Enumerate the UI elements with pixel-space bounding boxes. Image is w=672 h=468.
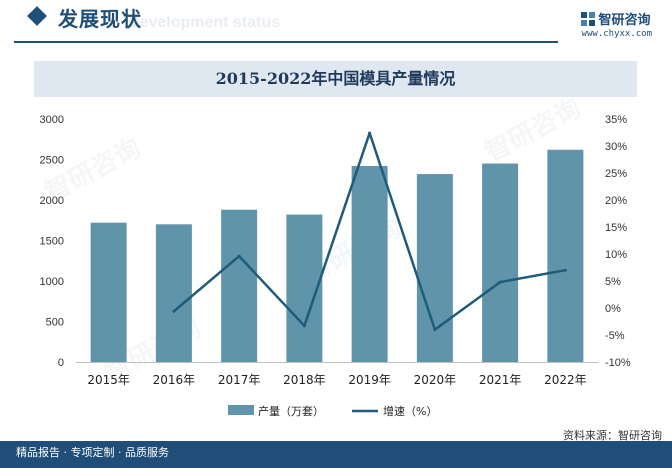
line-point bbox=[368, 131, 372, 135]
y-right-tick-label: -5% bbox=[605, 330, 625, 342]
x-tick-label: 2016年 bbox=[153, 373, 196, 387]
header: Development status 发展现状 智研咨询 www.chyxx.c… bbox=[0, 0, 672, 44]
y-left-tick-label: 2000 bbox=[40, 195, 64, 207]
bar bbox=[221, 209, 258, 362]
y-right-tick-label: 15% bbox=[605, 222, 627, 234]
brand-name: 智研咨询 bbox=[598, 13, 651, 28]
bar bbox=[482, 163, 519, 362]
y-right-tick-label: 10% bbox=[605, 249, 627, 261]
legend-swatch-bar bbox=[228, 405, 254, 415]
line-point bbox=[302, 324, 306, 328]
y-left-tick-label: 3000 bbox=[40, 114, 64, 126]
bar bbox=[416, 174, 453, 362]
line-point bbox=[433, 328, 437, 332]
brand-url: www.chyxx.com bbox=[581, 29, 652, 39]
x-tick-label: 2020年 bbox=[414, 373, 457, 387]
y-left-tick-label: 2500 bbox=[40, 155, 64, 167]
x-tick-label: 2019年 bbox=[348, 373, 391, 387]
footer-tagline: 精品报告 · 专项定制 · 品质服务 bbox=[16, 446, 169, 459]
chart-title-band: 2015-2022年中国模具产量情况 bbox=[34, 61, 637, 97]
bar bbox=[90, 222, 127, 362]
y-right-tick-label: 30% bbox=[605, 141, 627, 153]
diamond-icon bbox=[27, 6, 47, 26]
bar bbox=[155, 224, 192, 362]
line-point bbox=[498, 280, 502, 284]
y-left-tick-label: 0 bbox=[58, 357, 64, 369]
source-note: 资料来源：智研咨询 bbox=[563, 429, 662, 442]
header-divider bbox=[14, 41, 558, 43]
chart-title: 2015-2022年中国模具产量情况 bbox=[215, 69, 456, 88]
y-left-tick-label: 1000 bbox=[40, 276, 64, 288]
bar bbox=[547, 149, 584, 362]
legend-label-line: 增速（%） bbox=[383, 404, 437, 418]
brand-logo-icon bbox=[580, 11, 595, 26]
bar bbox=[351, 165, 388, 362]
brand: 智研咨询 www.chyxx.com bbox=[580, 8, 652, 39]
x-tick-label: 2021年 bbox=[479, 373, 522, 387]
y-right-tick-label: 0% bbox=[605, 303, 621, 315]
x-tick-label: 2017年 bbox=[218, 373, 261, 387]
x-tick-label: 2018年 bbox=[283, 373, 326, 387]
footer-bar: 精品报告 · 专项定制 · 品质服务 bbox=[0, 441, 672, 468]
y-right-tick-label: 35% bbox=[605, 114, 627, 126]
y-right-tick-label: 5% bbox=[605, 276, 621, 288]
y-right-tick-label: 25% bbox=[605, 168, 627, 180]
chart: 0 500 1000 1500 2000 2500 3000 -10% -5% 0% 5% 10% 1… bbox=[40, 114, 631, 418]
section-title: 发展现状 bbox=[58, 7, 142, 31]
line-point bbox=[563, 268, 567, 272]
x-tick-label: 2015年 bbox=[87, 373, 130, 387]
y-right-tick-label: 20% bbox=[605, 195, 627, 207]
legend-label-bar: 产量（万套） bbox=[258, 404, 324, 418]
line-point bbox=[172, 309, 176, 313]
y-left-tick-label: 1500 bbox=[40, 236, 64, 248]
line-point bbox=[237, 254, 241, 258]
y-left-tick-label: 500 bbox=[46, 317, 64, 329]
section-title-en: Development status bbox=[128, 14, 281, 31]
x-tick-label: 2022年 bbox=[544, 373, 587, 387]
y-right-tick-label: -10% bbox=[605, 357, 631, 369]
